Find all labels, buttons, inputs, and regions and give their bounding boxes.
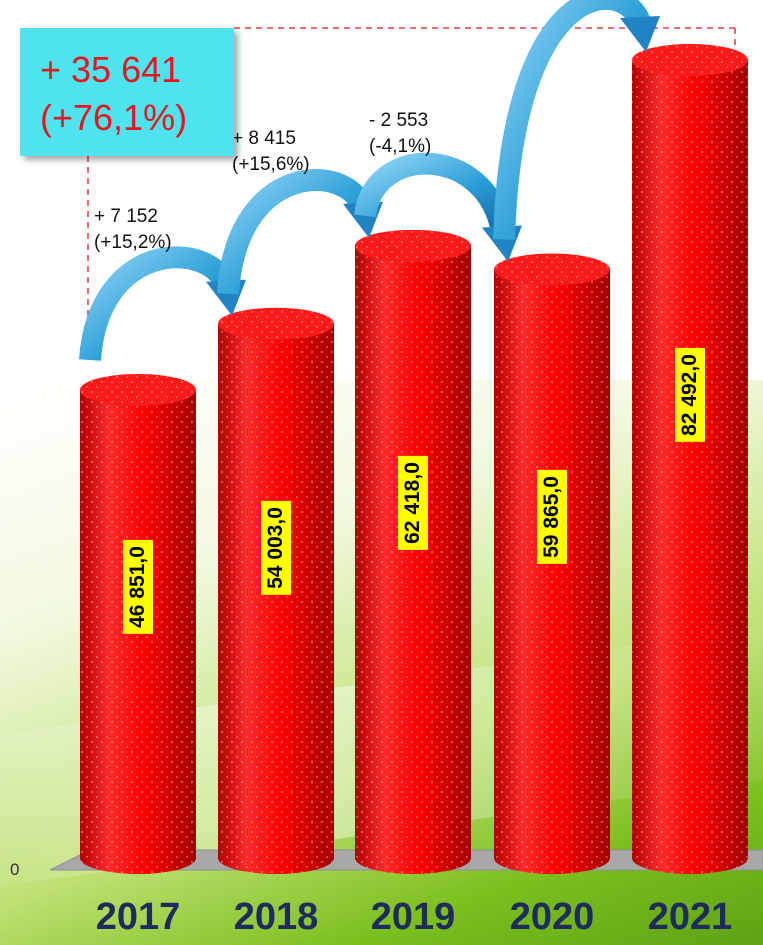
arrows-group [79,0,660,361]
bar-cap-texture [494,253,610,286]
bar-value-label: 46 851,0 [123,539,153,634]
change-arrow [493,0,660,240]
change-pct: (+15,2%) [94,231,172,253]
change-abs: - 2 553 [369,109,429,131]
axis-zero-label: 0 [10,860,20,879]
bar-texture [632,60,748,874]
bar-2019 [355,229,471,874]
bar-cap-texture [632,44,748,76]
year-label: 2018 [233,896,319,938]
bar-cap-texture [80,374,196,406]
change-pct: (-4,1%) [369,135,432,157]
total-change-pct: (+76,1%) [40,97,188,138]
bar-value-label: 62 418,0 [398,456,428,550]
bar-2021 [632,44,748,874]
year-label: 2017 [95,896,181,938]
bar-texture [218,323,334,874]
bar-cap-texture [355,229,471,262]
change-label: - 2 553 (-4,1%) [369,108,431,160]
total-change-box: + 35 641 (+76,1%) [20,28,234,156]
year-label: 2020 [509,896,595,938]
bars-group [80,44,748,874]
bar-value-label: 82 492,0 [675,348,705,443]
bar-2018 [218,307,334,874]
change-abs: + 7 152 [94,205,158,227]
year-label: 2019 [370,896,456,938]
change-pct: (+15,6%) [232,153,310,175]
bar-cap-texture [218,307,334,340]
total-change-abs: + 35 641 [40,49,182,90]
bar-texture [494,269,610,874]
change-label: + 7 152 (+15,2%) [94,204,172,256]
year-label: 2021 [647,896,733,938]
bar-2020 [494,253,610,874]
change-label: + 8 415 (+15,6%) [232,126,310,178]
bar-value-label: 59 865,0 [537,469,567,564]
bar-value-label: 54 003,0 [261,501,291,596]
change-abs: + 8 415 [232,127,296,149]
bar-texture [355,245,471,874]
